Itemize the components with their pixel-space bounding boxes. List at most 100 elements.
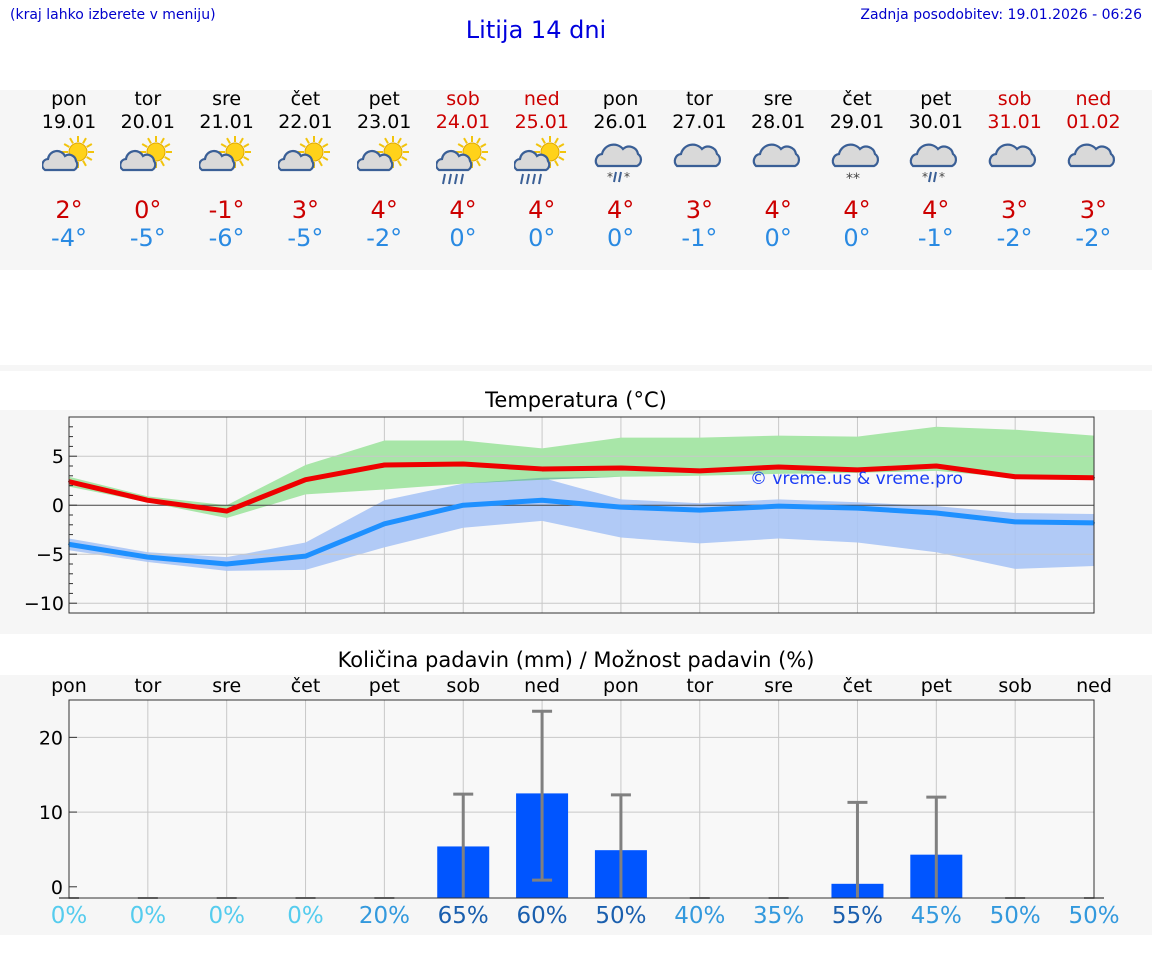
precip-day-label: pet — [368, 675, 400, 697]
day-date: 20.01 — [120, 111, 175, 133]
day-name: pon — [51, 88, 87, 110]
precip-probability: 0% — [50, 903, 88, 929]
cloud-shape — [594, 143, 643, 168]
watermark: © vreme.us & vreme.pro — [750, 469, 963, 489]
max-temp-point — [462, 463, 465, 466]
precip-day-label: čet — [842, 675, 873, 697]
rain-drop — [441, 173, 446, 185]
day-date: 01.02 — [1066, 111, 1121, 133]
day-column: ned 25.01 4° 0° — [502, 88, 581, 268]
snowflake: ** — [846, 171, 860, 186]
day-date: 27.01 — [672, 111, 727, 133]
precip-y-tick-label: 10 — [39, 802, 63, 824]
temp-y-tick-label: 0 — [52, 495, 64, 517]
precip-day-label: sob — [446, 675, 481, 697]
precipitation-chart-title: Količina padavin (mm) / Možnost padavin … — [337, 648, 815, 672]
cloud-shape — [1067, 143, 1115, 168]
max-temperature-band — [69, 426, 1094, 518]
snowflake: * — [607, 170, 613, 184]
min-temp-point — [856, 507, 859, 510]
precip-probability: 50% — [989, 903, 1041, 929]
day-date: 23.01 — [356, 111, 412, 133]
cloud-shape — [435, 149, 472, 172]
min-temperature: -5° — [129, 224, 166, 252]
min-temperature: 0° — [449, 224, 477, 252]
precip-probability: 55% — [831, 903, 884, 929]
precip-plot-frame — [68, 699, 1095, 899]
rain-drop — [520, 173, 525, 185]
temperature-chart-title: Temperatura (°C) — [485, 388, 667, 412]
sun-cloud-icon — [277, 136, 330, 172]
max-temp-point — [225, 510, 228, 513]
rain-drop — [459, 173, 464, 185]
day-name: sre — [763, 88, 793, 110]
location-hint[interactable]: (kraj lahko izberete v meniju) — [10, 7, 216, 23]
rain-drop — [453, 173, 458, 185]
cloud-shape — [120, 149, 157, 172]
rain-drop — [532, 173, 537, 185]
cloud-shape — [41, 149, 78, 172]
max-temp-point — [935, 465, 938, 467]
day-name: pon — [602, 88, 639, 110]
max-temperature: 4° — [370, 196, 398, 224]
min-temperature: -4° — [51, 224, 87, 252]
min-temp-point — [1014, 520, 1017, 523]
cloud-snow-icon: ** — [831, 143, 879, 186]
snowflake: * — [624, 170, 630, 184]
day-date: 26.01 — [593, 111, 648, 133]
max-temperature: 4° — [528, 196, 556, 224]
min-temperature: 0° — [764, 224, 792, 252]
min-temperature: -5° — [287, 224, 324, 252]
cloud-shape — [831, 143, 879, 168]
cloud-shape — [277, 149, 315, 172]
max-temp-point — [383, 464, 386, 467]
day-column: tor 20.01 0° -5° — [108, 88, 187, 268]
precip-y-tick-label: 0 — [51, 877, 63, 899]
max-temperature: 4° — [449, 196, 477, 224]
min-temp-point — [225, 563, 228, 565]
cloud-icon — [673, 143, 721, 168]
min-temp-point — [462, 504, 465, 507]
day-column: pet 23.01 4° -2° — [345, 88, 424, 268]
day-date: 22.01 — [278, 111, 333, 133]
separator — [0, 365, 1152, 371]
precip-day-label: pon — [603, 675, 639, 697]
temp-y-tick-label: 5 — [52, 446, 64, 468]
precip-day-label: sre — [212, 675, 242, 697]
min-temp-point — [698, 509, 701, 512]
min-temperature: -2° — [996, 224, 1033, 252]
precip-day-label: pet — [920, 675, 952, 697]
rain-drop — [613, 171, 618, 183]
min-temperature: 0° — [843, 224, 871, 252]
max-temperature: 4° — [764, 196, 792, 224]
max-temperature: 2° — [55, 196, 83, 224]
precip-probability: 0% — [129, 903, 167, 929]
day-name: tor — [685, 88, 713, 110]
max-temp-point — [146, 499, 149, 502]
max-temperature: 3° — [291, 196, 320, 224]
max-temp-point — [856, 468, 859, 471]
min-temp-point — [304, 555, 307, 558]
cloud-shape — [673, 143, 721, 168]
day-column: ned 01.02 3° -2° — [1054, 88, 1133, 268]
max-temp-point — [777, 465, 780, 468]
max-temp-point — [541, 467, 544, 470]
day-column: sre 28.01 4° 0° — [739, 88, 818, 268]
precip-probability: 0% — [208, 903, 245, 929]
sun-cloud-icon — [120, 136, 173, 172]
cloud-icon — [1067, 143, 1115, 168]
sun-cloud-rain-icon — [514, 136, 567, 185]
day-date: 21.01 — [199, 111, 254, 133]
day-date: 30.01 — [908, 111, 963, 133]
min-temperature: 0° — [606, 224, 635, 252]
day-date: 29.01 — [829, 111, 885, 133]
day-name: pet — [368, 88, 400, 110]
precip-probability: 50% — [595, 903, 647, 929]
day-name: ned — [1075, 88, 1112, 110]
precip-day-label: tor — [134, 675, 162, 697]
cloud-icon — [752, 143, 800, 168]
min-temp-point — [619, 506, 622, 509]
day-date: 24.01 — [435, 111, 491, 133]
sun-cloud-rain-icon — [435, 136, 488, 185]
precip-day-label: ned — [1076, 675, 1112, 697]
